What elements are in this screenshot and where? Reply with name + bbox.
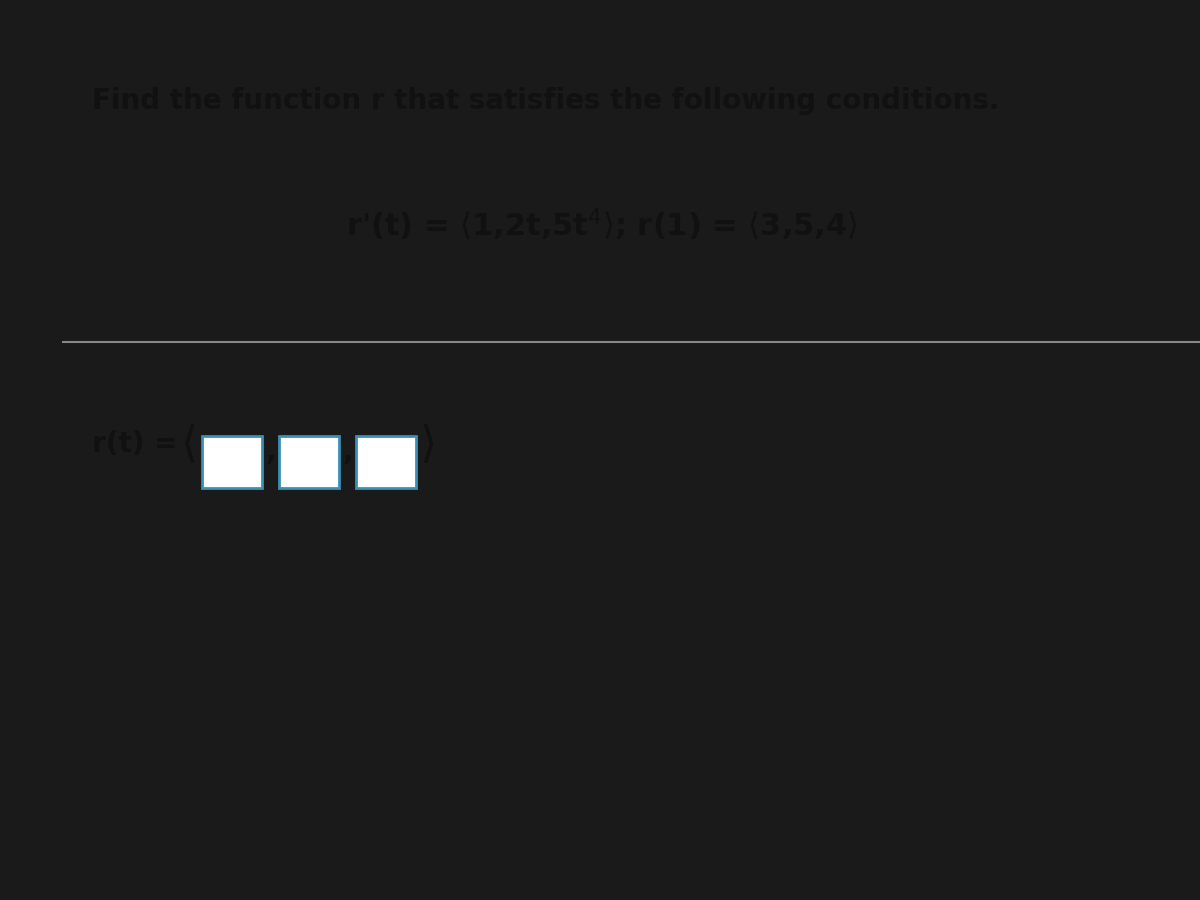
Bar — [356, 436, 416, 488]
Text: Find the function r that satisfies the following conditions.: Find the function r that satisfies the f… — [92, 87, 1000, 115]
Bar — [202, 436, 262, 488]
Text: ,: , — [265, 438, 276, 466]
Text: r(t) =: r(t) = — [92, 430, 187, 458]
Text: ,: , — [342, 438, 353, 466]
Text: $\langle$: $\langle$ — [180, 422, 196, 466]
Text: r'(t) = $\langle$1,2t,5t$^4$$\rangle$; r(1) = $\langle$3,5,4$\rangle$: r'(t) = $\langle$1,2t,5t$^4$$\rangle$; r… — [347, 207, 858, 244]
Text: $\rangle$: $\rangle$ — [419, 422, 434, 466]
Bar — [278, 436, 340, 488]
